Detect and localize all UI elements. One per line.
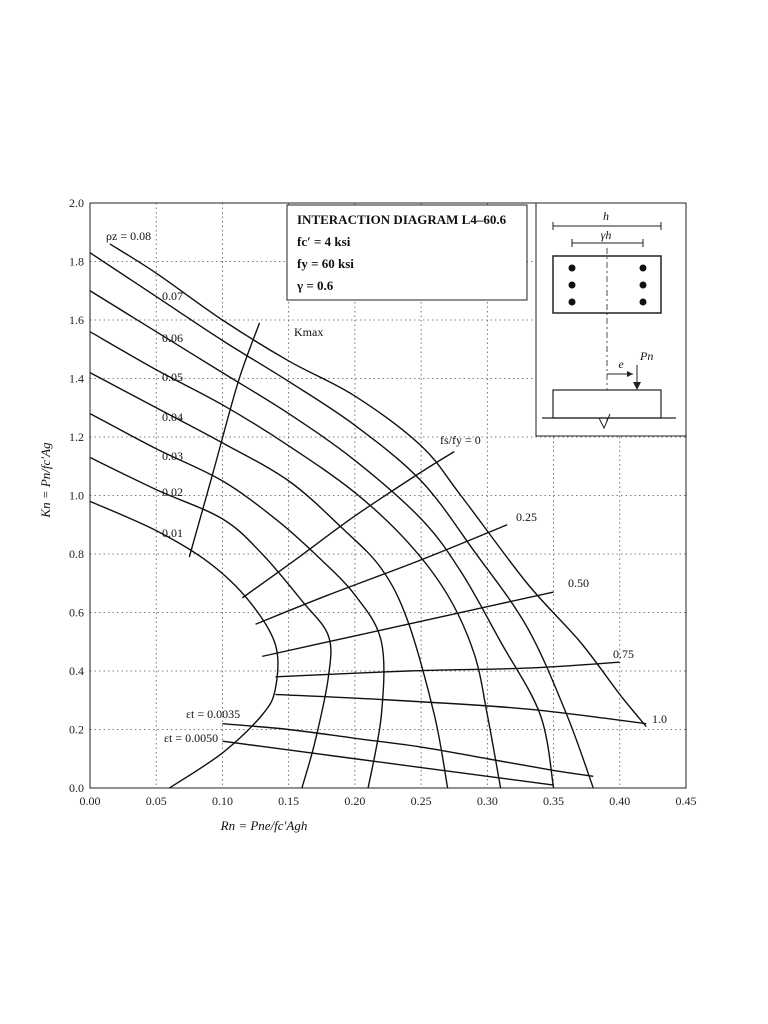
chart-title: INTERACTION DIAGRAM L4–60.6 <box>297 212 507 227</box>
y-tick-label: 0.2 <box>69 723 84 737</box>
series-label: 0.75 <box>613 647 634 661</box>
series-label: 1.0 <box>652 712 667 726</box>
series-label: fs/fy = 0 <box>440 433 481 447</box>
series-line <box>222 740 554 786</box>
info-fc: fc′ = 4 ksi <box>297 234 351 249</box>
series-label: εt = 0.0035 <box>186 707 240 721</box>
inset-gamma-h-label: γh <box>601 228 612 242</box>
x-tick-label: 0.05 <box>146 794 167 808</box>
series-line <box>262 591 554 658</box>
series-label: 0.05 <box>162 370 183 384</box>
y-tick-label: 2.0 <box>69 196 84 210</box>
inset-e-label: e <box>618 357 624 371</box>
y-tick-label: 0.8 <box>69 547 84 561</box>
y-tick-label: 1.8 <box>69 255 84 269</box>
rebar <box>639 281 647 289</box>
series-label: 0.02 <box>162 485 183 499</box>
rebar <box>568 298 576 306</box>
x-tick-label: 0.10 <box>212 794 233 808</box>
series-line <box>275 693 647 725</box>
grid-layer <box>89 202 687 789</box>
x-tick-label: 0.15 <box>278 794 299 808</box>
series-line <box>89 252 594 789</box>
info-gamma: γ = 0.6 <box>296 278 334 293</box>
x-tick-label: 0.40 <box>609 794 630 808</box>
y-tick-label: 0.4 <box>69 664 84 678</box>
ticks-layer: 0.00 0.05 0.10 0.15 0.20 0.25 0.30 0.35 0.40 0.45… <box>69 196 697 808</box>
curve-labels-layer: ρz = 0.08 0.07 0.06 0.05 0.04 0.03 0.02 0.01 Kma… <box>106 229 667 745</box>
series-label: 0.07 <box>162 289 183 303</box>
series-line <box>255 524 508 625</box>
series-line <box>222 722 594 777</box>
rebar <box>639 298 647 306</box>
y-tick-label: 1.0 <box>69 489 84 503</box>
inset-pn-label: Pn <box>639 349 653 363</box>
info-fy: fy = 60 ksi <box>297 256 354 271</box>
series-label: 0.25 <box>516 510 537 524</box>
x-tick-label: 0.00 <box>80 794 101 808</box>
x-tick-label: 0.25 <box>411 794 432 808</box>
y-tick-label: 1.6 <box>69 313 84 327</box>
series-label: ρz = 0.08 <box>106 229 151 243</box>
rebar <box>568 264 576 272</box>
info-box: INTERACTION DIAGRAM L4–60.6 fc′ = 4 ksi … <box>286 204 528 301</box>
series-line <box>89 290 555 789</box>
plot-frame <box>89 202 687 789</box>
x-tick-label: 0.30 <box>477 794 498 808</box>
inset-h-label: h <box>603 209 609 223</box>
series-label: 0.50 <box>568 576 589 590</box>
series-label: 0.06 <box>162 331 183 345</box>
series-label: 0.03 <box>162 449 183 463</box>
series-line <box>89 412 385 789</box>
rebar <box>568 281 576 289</box>
series-line <box>89 372 449 789</box>
y-axis-label: Kn = Pn/fc′Ag <box>38 442 53 519</box>
series-label: 0.04 <box>162 410 183 424</box>
series-line <box>89 500 279 789</box>
y-tick-label: 1.4 <box>69 372 84 386</box>
x-tick-label: 0.35 <box>543 794 564 808</box>
y-tick-label: 0.0 <box>69 781 84 795</box>
series-line <box>89 331 502 789</box>
series-line <box>188 322 261 558</box>
series-line <box>109 243 647 728</box>
series-line <box>275 661 620 678</box>
series-label: 0.01 <box>162 526 183 540</box>
x-tick-label: 0.45 <box>676 794 697 808</box>
column-elevation <box>552 389 662 419</box>
x-tick-label: 0.20 <box>344 794 365 808</box>
y-tick-label: 1.2 <box>69 430 84 444</box>
x-axis-label: Rn = Pne/fc′Agh <box>220 818 308 833</box>
y-tick-label: 0.6 <box>69 606 84 620</box>
series-label: Kmax <box>294 325 323 339</box>
column-section-inset: h γh e Pn <box>535 202 687 437</box>
rebar <box>639 264 647 272</box>
series-line <box>89 456 332 789</box>
series-line <box>241 451 455 599</box>
curves-layer <box>89 243 647 789</box>
series-label: εt = 0.0050 <box>164 731 218 745</box>
